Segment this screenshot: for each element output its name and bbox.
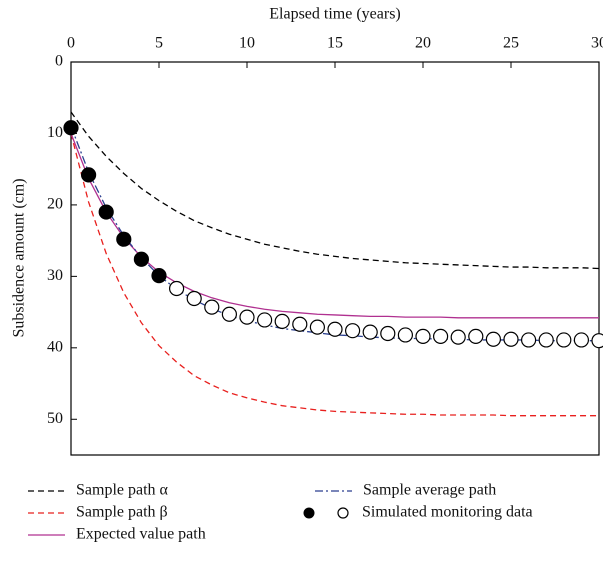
y-tick-label: 10 [47, 124, 63, 141]
data-point [292, 316, 308, 332]
line-series [70, 133, 599, 417]
y-tick-label: 30 [47, 267, 63, 284]
plot-frame [70, 61, 600, 456]
x-tick-label: 5 [155, 35, 163, 52]
data-point [573, 332, 590, 348]
x-tick-label: 20 [415, 35, 431, 52]
data-point [591, 333, 603, 349]
data-point [116, 231, 132, 247]
data-point [204, 299, 220, 315]
data-point [257, 312, 273, 328]
data-point [397, 327, 413, 343]
data-point [186, 290, 202, 307]
x-axis-label: Elapsed time (years) [269, 6, 401, 23]
data-point [450, 329, 466, 345]
y-tick-label: 50 [47, 410, 63, 427]
data-point [133, 251, 149, 267]
y-axis-label: Subsidence amount (cm) [11, 178, 28, 337]
data-point [345, 323, 361, 339]
x-tick-label: 25 [503, 35, 519, 52]
data-point [538, 332, 554, 348]
data-point [485, 331, 501, 347]
line-series [70, 111, 600, 270]
data-point [80, 167, 97, 183]
data-point [380, 325, 396, 342]
data-point [468, 328, 484, 344]
y-tick-label: 40 [47, 338, 63, 355]
data-point [151, 268, 167, 284]
legend-marker [303, 507, 315, 519]
x-tick-label: 30 [591, 35, 603, 52]
legend-label: Sample path β [76, 504, 168, 521]
data-point [239, 309, 255, 325]
data-point [274, 313, 290, 329]
x-tick-label: 15 [327, 35, 343, 52]
data-point [415, 328, 431, 344]
data-point [169, 280, 185, 297]
x-tick-label: 0 [67, 35, 75, 52]
legend-label: Expected value path [76, 526, 206, 543]
data-point [362, 324, 378, 340]
legend-label: Simulated monitoring data [362, 504, 533, 521]
data-point [433, 328, 449, 344]
y-tick-label: 20 [47, 196, 63, 213]
data-point [327, 321, 343, 337]
line-series [70, 126, 599, 342]
data-point [520, 332, 537, 348]
legend-label: Sample average path [363, 482, 496, 499]
data-point [309, 319, 325, 335]
legend-label: Sample path α [76, 482, 169, 499]
line-series [70, 133, 599, 319]
data-point [503, 331, 519, 347]
data-point [98, 204, 114, 220]
data-point [63, 120, 79, 136]
legend-marker [337, 507, 349, 519]
data-point [556, 332, 572, 348]
y-tick-label: 0 [55, 53, 63, 70]
data-point [221, 306, 237, 322]
x-tick-label: 10 [239, 35, 255, 52]
